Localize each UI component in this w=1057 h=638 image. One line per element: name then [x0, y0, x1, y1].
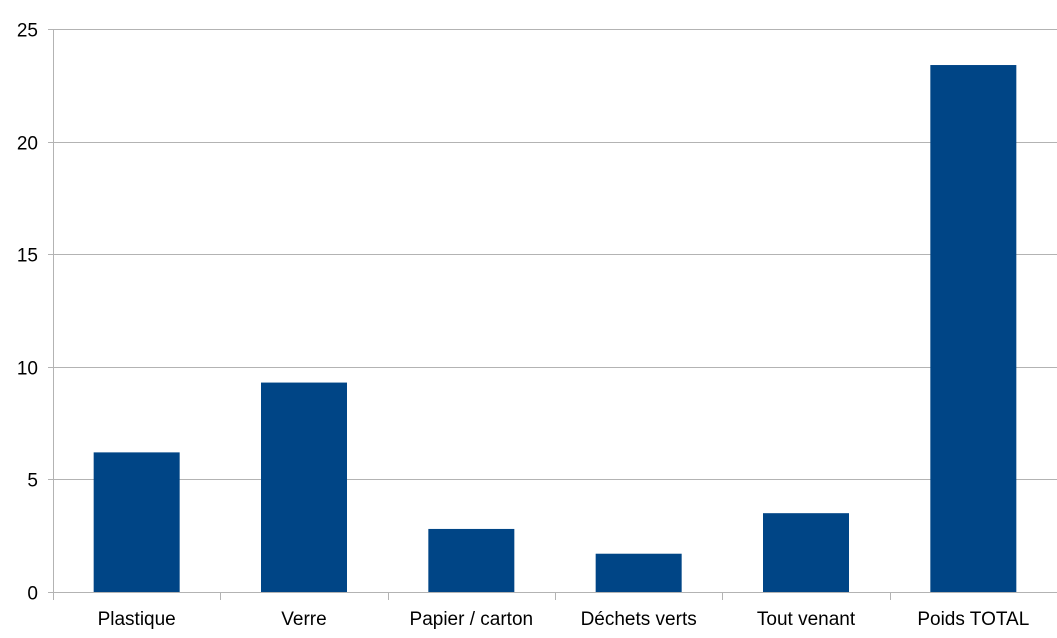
- bar-papier-carton: [428, 528, 515, 592]
- y-tick-label: 5: [27, 471, 38, 492]
- gridlines: [53, 29, 1057, 480]
- y-tick-label: 0: [27, 584, 38, 605]
- bar-plastique: [93, 452, 180, 592]
- bar-d-chets-verts: [595, 553, 682, 592]
- x-tick-label: Plastique: [98, 609, 176, 630]
- y-tick-label: 15: [17, 246, 38, 267]
- x-tick-label: Papier / carton: [410, 609, 534, 630]
- bar-verre: [261, 382, 347, 592]
- y-tick-labels: 0 5 10 15 20 25: [17, 21, 38, 605]
- x-tick-label: Poids TOTAL: [917, 609, 1029, 630]
- x-tick-label: Tout venant: [757, 609, 856, 630]
- bar-tout-venant: [763, 513, 849, 592]
- axes: [48, 29, 1057, 600]
- bars: [93, 65, 1017, 593]
- y-tick-label: 10: [17, 359, 38, 380]
- x-tick-labels: Plastique Verre Papier / carton Déchets ver…: [98, 609, 1030, 630]
- x-tick-label: Verre: [281, 609, 326, 630]
- bar-poids-total: [930, 65, 1017, 593]
- y-tick-label: 20: [17, 134, 38, 155]
- x-tick-label: Déchets verts: [581, 609, 697, 630]
- y-tick-label: 25: [17, 21, 38, 42]
